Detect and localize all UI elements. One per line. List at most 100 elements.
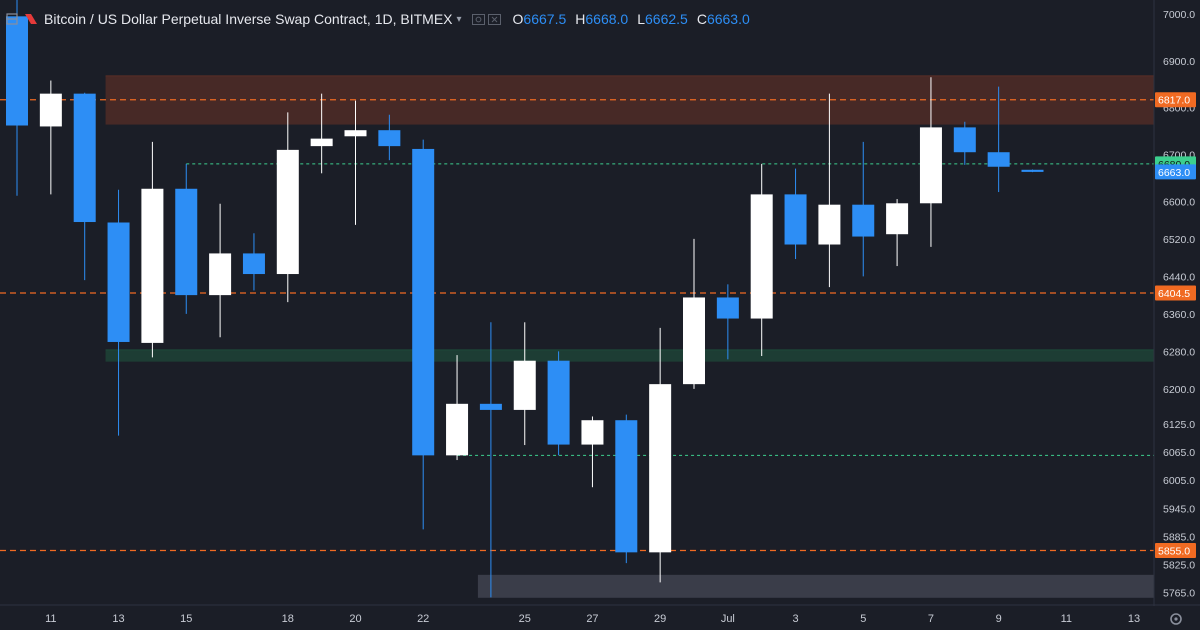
x-tick-label: 22	[417, 613, 429, 625]
candle-body	[649, 384, 672, 553]
ohlc-high: H6668.0	[575, 11, 629, 27]
candle-body	[953, 127, 976, 153]
candle-body	[919, 127, 942, 204]
y-tick-label: 6065.0	[1163, 447, 1195, 459]
ohlc-open: O6667.5	[512, 11, 567, 27]
y-tick-label: 6440.0	[1163, 271, 1195, 283]
chart-header: Bitcoin / US Dollar Perpetual Inverse Sw…	[6, 9, 750, 29]
y-tick-label: 6200.0	[1163, 384, 1195, 396]
candle-up	[581, 416, 604, 488]
candle-down	[852, 141, 875, 277]
symbol-title[interactable]: Bitcoin / US Dollar Perpetual Inverse Sw…	[44, 11, 453, 27]
candle-down	[716, 284, 739, 360]
candle-body	[479, 403, 502, 410]
candle-body	[987, 152, 1010, 167]
candle-up	[446, 355, 469, 461]
price-tag-bg	[1155, 542, 1196, 558]
price-tag-label: 5855.0	[1158, 545, 1190, 557]
candle-up	[886, 199, 909, 267]
x-tick-label: 29	[654, 613, 666, 625]
x-tick-label: Jul	[721, 613, 735, 625]
candle-body	[276, 149, 299, 275]
candle-body	[6, 16, 28, 126]
candle-down	[953, 121, 976, 165]
y-tick-label: 6125.0	[1163, 419, 1195, 431]
candle-body	[141, 188, 164, 343]
y-tick-label: 6900.0	[1163, 56, 1195, 68]
y-tick-label: 5765.0	[1163, 588, 1195, 600]
candle-body	[683, 297, 705, 385]
time-axis	[0, 606, 1200, 630]
candle-down	[987, 86, 1010, 193]
price-tag-label: 6663.0	[1158, 167, 1190, 179]
candle-up	[310, 93, 333, 174]
x-tick-label: 11	[1061, 613, 1072, 625]
y-tick-label: 6520.0	[1163, 234, 1195, 246]
y-tick-label: 6280.0	[1163, 346, 1195, 358]
candle-body	[1021, 169, 1044, 172]
x-tick-label: 13	[1128, 613, 1140, 625]
candle-up	[39, 80, 62, 195]
candle-body	[750, 194, 773, 319]
candle-down	[1021, 169, 1044, 173]
candle-down	[73, 92, 96, 281]
y-tick-label: 6360.0	[1163, 309, 1195, 321]
y-tick-label: 5945.0	[1163, 503, 1195, 515]
candle-down	[6, 0, 28, 196]
candle-up	[209, 203, 232, 338]
candle-body	[107, 222, 130, 342]
x-tick-label: 9	[996, 613, 1002, 625]
price-tag-label: 6817.0	[1158, 95, 1190, 107]
x-tick-label: 5	[860, 613, 866, 625]
candle-body	[175, 188, 198, 296]
candle-up	[513, 322, 536, 446]
candle-up	[649, 327, 672, 583]
close-icon[interactable]	[487, 13, 501, 25]
x-tick-label: 15	[180, 613, 192, 625]
candle-down	[107, 189, 130, 436]
candle-up	[818, 93, 841, 288]
x-tick-label: 7	[928, 613, 934, 625]
candle-down	[615, 414, 638, 564]
settings-icon[interactable]	[471, 13, 485, 25]
candle-body	[615, 420, 638, 553]
x-tick-label: 13	[112, 613, 124, 625]
y-tick-label: 6005.0	[1163, 475, 1195, 487]
candle-body	[852, 204, 875, 237]
candle-up	[919, 77, 942, 247]
candle-body	[344, 130, 367, 137]
candle-body	[209, 253, 232, 296]
price-tag-bg	[1155, 92, 1196, 108]
candle-down	[378, 114, 401, 161]
chevron-down-icon[interactable]: ▾	[456, 13, 462, 25]
candle-up	[141, 141, 164, 358]
candle-body	[310, 138, 333, 147]
level-price-tag: 6404.5	[1155, 285, 1196, 301]
price-tag-bg	[1155, 164, 1196, 180]
candle-body	[818, 204, 841, 245]
collapse-icon[interactable]	[6, 13, 18, 25]
candle-body	[242, 253, 265, 275]
price-tag-bg	[1155, 285, 1196, 301]
ohlc-readout: O6667.5 H6668.0 L6662.5 C6663.0	[513, 11, 750, 27]
candle-down	[479, 322, 502, 598]
candle-body	[39, 93, 62, 127]
y-tick-label: 5885.0	[1163, 531, 1195, 543]
x-tick-label: 11	[45, 613, 56, 625]
y-tick-label: 7000.0	[1163, 9, 1195, 21]
candle-down	[175, 163, 198, 314]
level-price-tag: 6817.0	[1155, 92, 1196, 108]
level-price-tag: 5855.0	[1155, 542, 1196, 558]
x-tick-label: 3	[792, 613, 798, 625]
candle-body	[378, 130, 401, 147]
candle-body	[784, 194, 807, 245]
candle-up	[344, 100, 367, 225]
x-tick-label: 20	[349, 613, 361, 625]
zone-support	[105, 349, 1154, 362]
x-tick-label: 18	[282, 613, 294, 625]
ohlc-close: C6663.0	[696, 11, 750, 27]
candle-body	[581, 420, 604, 445]
chart-settings-icon[interactable]	[1170, 613, 1182, 625]
candle-body	[886, 203, 909, 235]
